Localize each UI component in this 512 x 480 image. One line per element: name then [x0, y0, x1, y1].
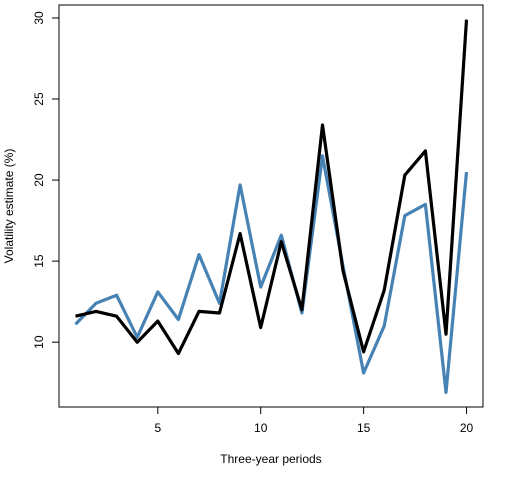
- x-tick-label: 15: [357, 421, 371, 435]
- series-line-2: [75, 19, 469, 356]
- x-axis: 5 10 15 20: [154, 406, 474, 435]
- y-axis: 10 15 20 25 30: [32, 11, 60, 349]
- series-line-1: [74, 154, 469, 394]
- y-tick-label: 25: [32, 92, 46, 106]
- series-layer: [74, 19, 469, 394]
- y-tick-label: 20: [32, 173, 46, 187]
- x-axis-label: Three-year periods: [220, 452, 321, 466]
- y-tick-label: 15: [32, 254, 46, 268]
- x-tick-label: 10: [254, 421, 268, 435]
- y-tick-label: 10: [32, 335, 46, 349]
- x-tick-label: 20: [460, 421, 474, 435]
- x-tick-label: 5: [154, 421, 161, 435]
- y-axis-label: Volatility estimate (%): [2, 149, 16, 264]
- y-tick-label: 30: [32, 11, 46, 25]
